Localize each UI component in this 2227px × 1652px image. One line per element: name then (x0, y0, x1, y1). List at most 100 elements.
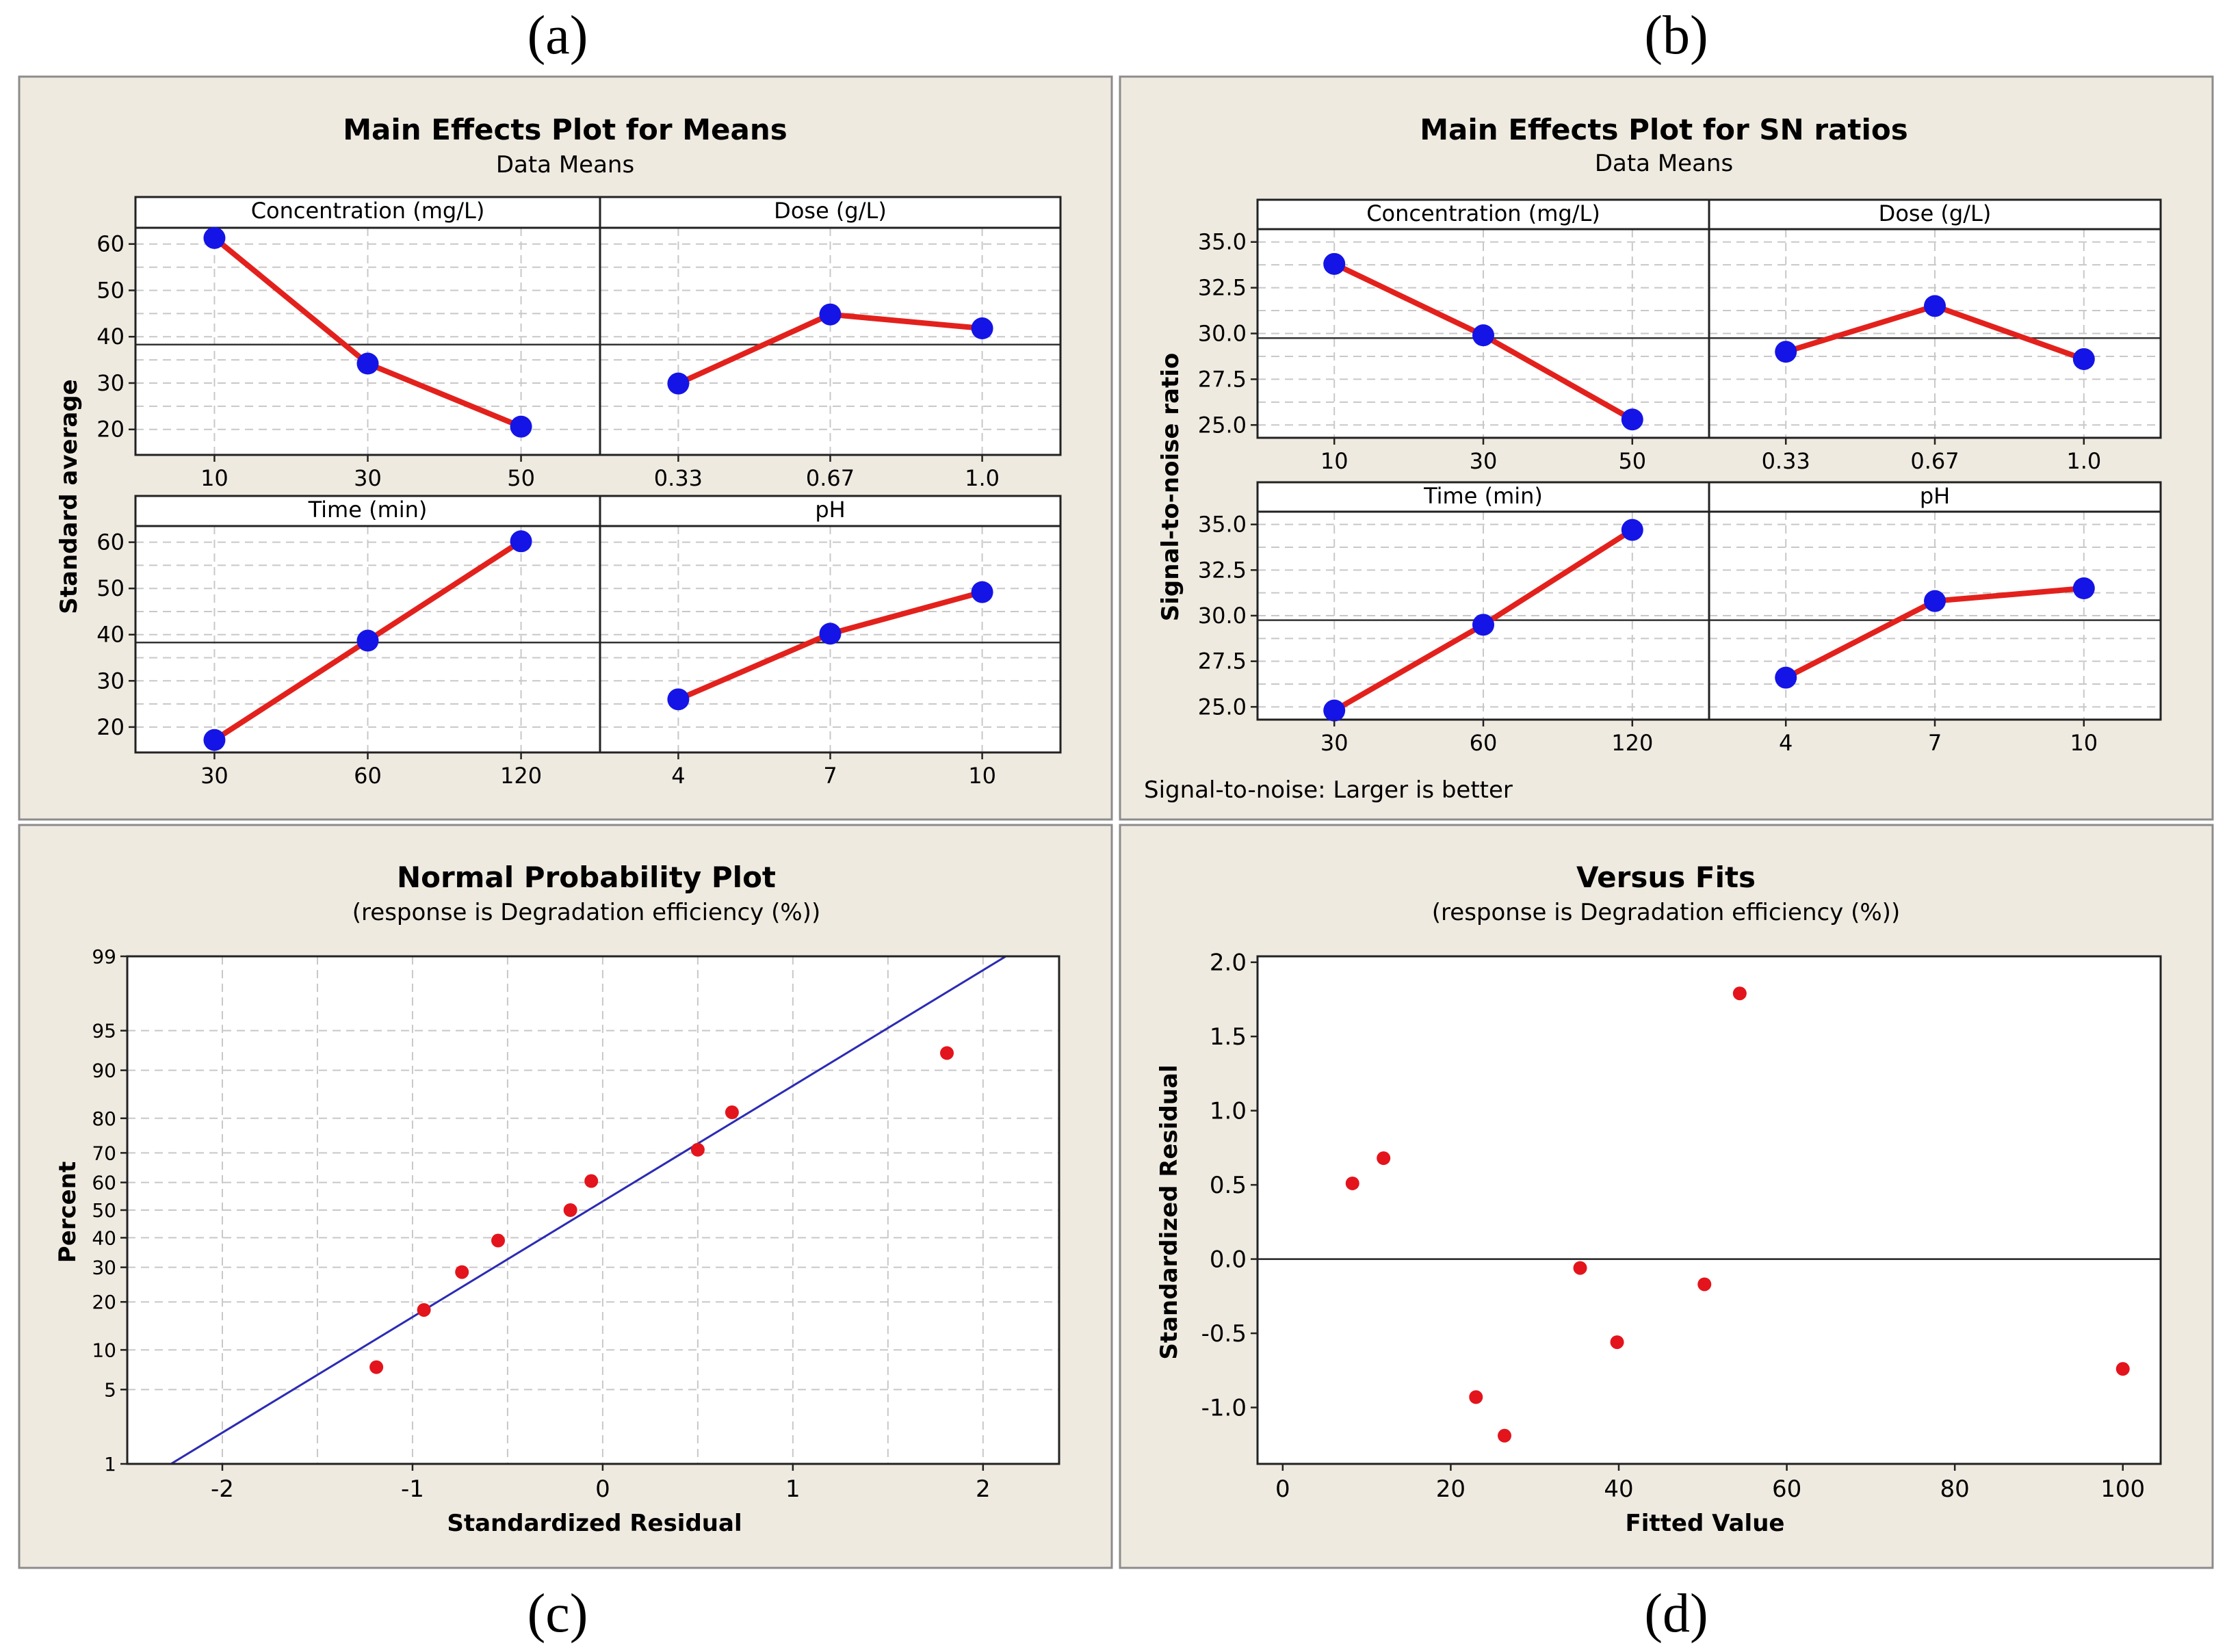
y-axis-label: Percent (54, 1162, 81, 1263)
x-tick-label: 0.67 (806, 465, 855, 491)
y-tick-label: 20 (92, 1291, 116, 1313)
x-tick-label: 10 (1320, 448, 1349, 474)
x-tick-label: -1 (401, 1476, 424, 1503)
data-point (667, 688, 690, 711)
data-point (1621, 519, 1643, 541)
factor-panel-concentration-mg-l: Concentration (mg/L) 10 30 50 20 30 40 50 60 (96, 196, 601, 491)
factor-panel-dose-g-l: Dose (g/L) 0.33 0.67 1.0 (599, 196, 1062, 491)
data-point (1610, 1335, 1624, 1350)
x-tick-label: 2 (976, 1476, 991, 1503)
data-point (2115, 1362, 2130, 1376)
y-tick-label: 95 (92, 1020, 116, 1043)
data-point (455, 1265, 469, 1279)
data-point (1469, 1390, 1483, 1404)
x-tick-label: 80 (1940, 1476, 1970, 1503)
factor-header-label: Time (min) (1423, 483, 1543, 509)
y-tick-label: 30 (92, 1257, 116, 1279)
x-tick-label: -2 (211, 1476, 234, 1503)
data-point (971, 317, 993, 340)
y-tick-label: 60 (96, 231, 125, 257)
x-tick-label: 10 (2070, 730, 2098, 756)
panel-letter-d: (d) (1644, 1584, 1708, 1644)
chart-note: Signal-to-noise: Larger is better (1144, 776, 1513, 804)
x-tick-label: 30 (1470, 448, 1498, 474)
data-point (1775, 341, 1797, 363)
data-point (2072, 348, 2095, 370)
factor-panel-time-min: Time (min) 30 60 120 20 30 40 50 60 (96, 495, 601, 789)
data-point (1323, 252, 1346, 275)
y-tick-label: 30.0 (1198, 603, 1247, 629)
x-tick-label: 60 (354, 763, 382, 789)
data-point (1924, 295, 1946, 317)
y-tick-label: 40 (96, 622, 125, 648)
y-tick-label: 5 (104, 1378, 116, 1401)
chart-title: Normal Probability Plot (397, 861, 776, 894)
factor-panel-dose-g-l: Dose (g/L) 0.33 0.67 1.0 (1708, 198, 2162, 474)
data-point (417, 1302, 431, 1317)
y-tick-label: 10 (92, 1339, 116, 1361)
data-point (1573, 1261, 1587, 1275)
y-tick-label: 70 (92, 1142, 116, 1164)
x-tick-label: 60 (1772, 1476, 1801, 1503)
factor-header-label: Concentration (mg/L) (1366, 200, 1600, 226)
x-tick-label: 10 (200, 465, 229, 491)
y-tick-label: -1.0 (1201, 1395, 1247, 1422)
factor-header-label: pH (1920, 483, 1950, 509)
y-tick-label: 1 (104, 1453, 116, 1476)
y-tick-label: 80 (92, 1107, 116, 1130)
y-tick-label: 99 (92, 945, 116, 968)
fit-line (170, 956, 1006, 1464)
data-point (1377, 1151, 1391, 1166)
data-point (1732, 986, 1747, 1001)
y-tick-label: 27.5 (1198, 366, 1247, 392)
data-point (667, 372, 690, 395)
y-tick-label: 60 (96, 529, 125, 555)
x-tick-label: 30 (1320, 730, 1349, 756)
data-point (819, 622, 842, 645)
y-tick-label: 32.5 (1198, 557, 1247, 583)
data-point (491, 1233, 506, 1248)
main-effects-chart-b: Main Effects Plot for SN ratios Data Mean… (1144, 113, 2162, 804)
data-point (819, 303, 842, 326)
factor-panel-time-min: Time (min) 30 60 120 25.0 27.5 30.0 32.5 35.0 (1198, 481, 1710, 756)
x-tick-label: 10 (968, 763, 996, 789)
x-tick-label: 0 (1275, 1476, 1290, 1503)
y-tick-label: 1.5 (1210, 1023, 1247, 1051)
y-tick-label: 50 (92, 1199, 116, 1222)
factor-header-label: pH (815, 497, 845, 523)
x-tick-label: 0.33 (654, 465, 703, 491)
y-tick-label: 40 (96, 324, 125, 350)
x-tick-label: 0.67 (1910, 448, 1959, 474)
y-tick-label: 0.0 (1210, 1246, 1247, 1274)
data-point (1775, 666, 1797, 689)
data-point (725, 1105, 739, 1120)
chart-subtitle: (response is Degradation efficiency (%)) (1432, 899, 1900, 926)
x-tick-label: 4 (1779, 730, 1793, 756)
x-tick-label: 7 (1928, 730, 1942, 756)
main-effects-chart-a: Main Effects Plot for Means Data Means Sta… (55, 113, 1062, 789)
data-point (1924, 590, 1946, 612)
plot-frame (1256, 955, 2162, 1465)
x-tick-label: 60 (1470, 730, 1498, 756)
x-tick-label: 120 (1611, 730, 1653, 756)
chart-title: Main Effects Plot for Means (343, 113, 787, 146)
y-tick-label: 30 (96, 370, 125, 396)
y-axis-label: Standardized Residual (1156, 1064, 1183, 1359)
chart-subtitle: (response is Degradation efficiency (%)) (352, 899, 820, 926)
data-point (369, 1360, 384, 1374)
x-tick-label: 30 (354, 465, 382, 491)
factor-header-label: Dose (g/L) (1879, 200, 1992, 226)
y-tick-label: 25.0 (1198, 694, 1247, 720)
factor-panel-ph: pH 4 7 10 (1708, 481, 2162, 756)
y-tick-label: 35.0 (1198, 229, 1247, 255)
x-tick-label: 40 (1604, 1476, 1633, 1503)
chart-subtitle: Data Means (1595, 150, 1733, 177)
factor-header-label: Dose (g/L) (774, 198, 887, 224)
x-tick-label: 0 (595, 1476, 610, 1503)
plot-content (127, 956, 1059, 1464)
data-point (1621, 408, 1643, 431)
panel-letter-b: (b) (1644, 5, 1708, 66)
plot-area (1258, 956, 2161, 1464)
x-tick-label: 30 (200, 763, 229, 789)
x-tick-label: 4 (671, 763, 685, 789)
